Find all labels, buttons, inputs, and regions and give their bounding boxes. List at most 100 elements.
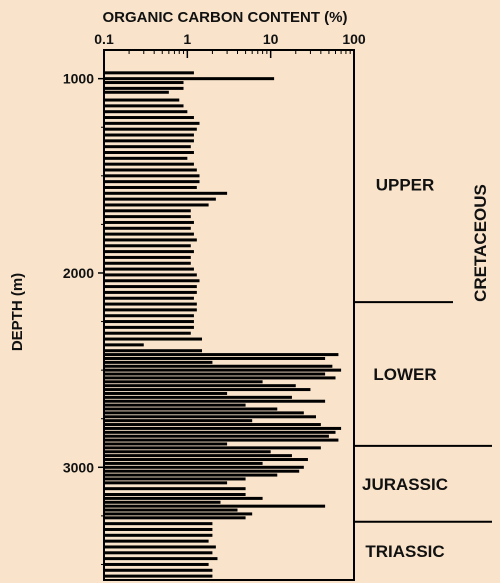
depth-bar: [104, 77, 275, 81]
depth-bar: [104, 376, 336, 380]
depth-bar: [104, 508, 238, 512]
depth-bar: [104, 86, 184, 90]
depth-bar: [104, 434, 329, 438]
depth-bar: [104, 110, 188, 114]
depth-bar: [104, 527, 213, 531]
depth-bar: [104, 372, 326, 376]
depth-bar: [104, 384, 296, 388]
depth-bar: [104, 232, 194, 236]
depth-bar: [104, 469, 300, 473]
depth-bar: [104, 98, 180, 102]
depth-bar: [104, 356, 326, 360]
depth-bar: [104, 500, 221, 504]
depth-bar: [104, 162, 194, 166]
depth-bar: [104, 302, 197, 306]
depth-bar: [104, 562, 209, 566]
depth-bar: [104, 203, 209, 207]
x-tick-label: 0.1: [94, 31, 114, 47]
depth-bar: [104, 399, 326, 403]
depth-bar: [104, 403, 246, 407]
depth-bar: [104, 487, 246, 491]
depth-bar: [104, 185, 197, 189]
depth-bar: [104, 426, 342, 430]
depth-bar: [104, 191, 228, 195]
depth-bar: [104, 308, 197, 312]
depth-bar: [104, 415, 317, 419]
depth-bar: [104, 360, 213, 364]
depth-bar: [104, 481, 228, 485]
depth-bar: [104, 442, 228, 446]
depth-bar: [104, 477, 246, 481]
depth-bar: [104, 71, 194, 75]
x-axis: 0.1 1 10 100: [94, 31, 366, 58]
depth-bar: [104, 504, 326, 508]
depth-bar: [104, 557, 218, 561]
depth-bar: [104, 255, 191, 259]
x-tick-label: 1: [183, 31, 191, 47]
interval-annotations: UPPER LOWER JURASSIC TRIASSIC: [354, 176, 492, 561]
depth-bar: [104, 226, 191, 230]
depth-bar: [104, 446, 321, 450]
depth-bar: [104, 461, 263, 465]
depth-bar: [104, 458, 308, 462]
depth-bar: [104, 438, 339, 442]
depth-bar: [104, 121, 200, 125]
depth-bar: [104, 574, 213, 578]
depth-bar: [104, 314, 194, 318]
depth-bar: [104, 465, 304, 469]
depth-bar: [104, 522, 213, 526]
depth-bar: [104, 220, 194, 224]
x-tick-label: 100: [342, 31, 366, 47]
depth-bar: [104, 388, 311, 392]
depth-bar: [104, 290, 197, 294]
depth-bar: [104, 197, 216, 201]
depth-bar: [104, 127, 197, 131]
depth-bar: [104, 551, 213, 555]
plot-frame: [103, 49, 355, 581]
depth-bar: [104, 473, 278, 477]
y-axis: 1000 2000 3000: [63, 71, 104, 565]
depth-bar: [104, 325, 194, 329]
depth-bar: [104, 279, 200, 283]
depth-bar: [104, 539, 209, 543]
depth-bar: [104, 337, 203, 341]
depth-bar: [104, 267, 194, 271]
depth-bar: [104, 116, 194, 120]
y-tick-label: 3000: [63, 459, 94, 475]
depth-bar: [104, 209, 191, 213]
interval-label: TRIASSIC: [365, 542, 444, 561]
depth-bar: [104, 423, 321, 427]
depth-bar: [104, 174, 200, 178]
depth-bar: [104, 407, 278, 411]
depth-bar: [104, 430, 336, 434]
depth-bar: [104, 516, 246, 520]
y-axis-label: DEPTH (m): [9, 273, 26, 351]
depth-bar: [104, 496, 263, 500]
depth-bar: [104, 215, 191, 219]
depth-bar: [104, 244, 191, 248]
depth-bar: [104, 512, 253, 516]
depth-bar: [104, 368, 342, 372]
depth-bar: [104, 380, 263, 384]
depth-bar: [104, 145, 191, 149]
depth-bar: [104, 285, 197, 289]
depth-bar: [104, 180, 200, 184]
depth-bar: [104, 133, 194, 137]
depth-bar: [104, 261, 191, 265]
depth-bar: [104, 419, 253, 423]
depth-bar: [104, 81, 184, 85]
depth-bar: [104, 104, 184, 108]
interval-label: UPPER: [376, 176, 435, 195]
depth-bar: [104, 296, 194, 300]
depth-bar: [104, 450, 271, 454]
depth-bar: [104, 493, 246, 496]
depth-bar: [104, 139, 194, 143]
depth-bar: [104, 151, 194, 154]
depth-bar: [104, 250, 194, 254]
depth-bar: [104, 353, 339, 357]
depth-bar: [104, 349, 203, 353]
interval-label: JURASSIC: [362, 475, 448, 494]
interval-label: LOWER: [373, 365, 436, 384]
